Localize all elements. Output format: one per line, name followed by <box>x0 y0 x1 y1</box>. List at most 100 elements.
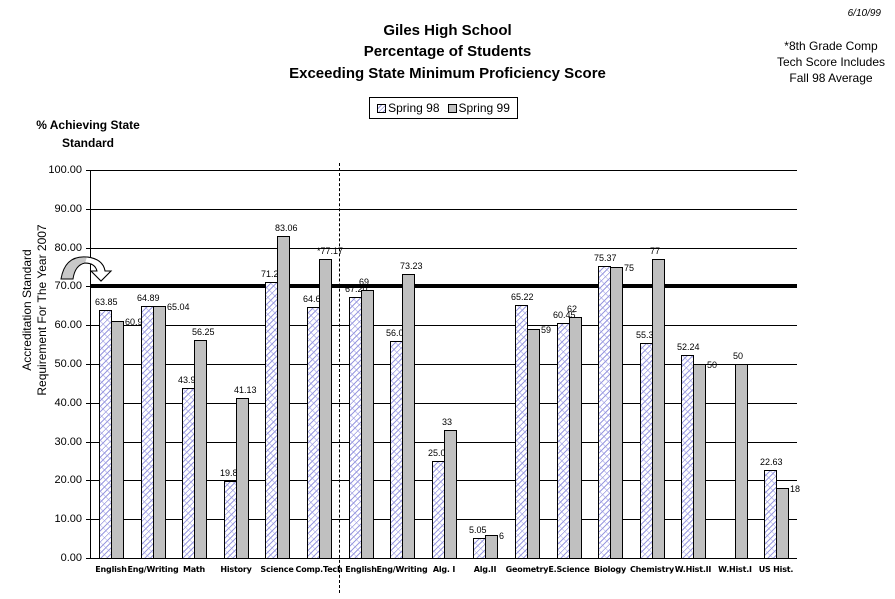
value-label-spring99: 62 <box>567 304 578 315</box>
category-label: US Hist. <box>758 565 794 574</box>
y-tick-label: 70.00 <box>54 280 82 293</box>
y-tick-label: 10.00 <box>54 513 82 526</box>
date-stamp: 6/10/99 <box>847 8 881 19</box>
bar-spring99 <box>153 305 166 559</box>
curved-arrow-icon <box>60 256 113 282</box>
value-label-spring99: 59 <box>541 325 552 336</box>
value-label-spring98: 22.63 <box>760 457 783 468</box>
footnote-line2: Tech Score Includes <box>776 55 886 69</box>
value-label-spring98: 64.62 <box>303 294 326 305</box>
footnote: *8th Grade Comp Tech Score Includes Fall… <box>772 38 890 86</box>
value-label-spring99: 50 <box>707 360 718 370</box>
footnote-line1: *8th Grade Comp <box>784 39 878 53</box>
value-label-spring98: 43.94 <box>178 374 201 385</box>
y-tick-label: 60.00 <box>54 319 82 332</box>
legend-item-spring99: Spring 99 <box>447 101 510 115</box>
bar-spring99 <box>527 329 540 559</box>
value-label-spring99: 77 <box>650 246 661 257</box>
gray-swatch-icon <box>447 104 457 114</box>
bar-spring99 <box>569 317 582 559</box>
category-label: English <box>95 565 127 574</box>
y-tick-label: 90.00 <box>54 202 82 215</box>
bar-spring99 <box>236 398 249 559</box>
value-label-spring99: 18 <box>790 484 801 495</box>
category-label: History <box>220 565 252 574</box>
bar-spring99 <box>735 364 748 559</box>
chart-title-line1: Giles High School <box>383 22 512 39</box>
value-label-spring99: 56.25 <box>192 326 215 337</box>
value-label-spring98: 75.37 <box>594 252 617 263</box>
y-tick-label: 80.00 <box>54 241 82 254</box>
value-label-spring98: 71.21 <box>261 268 284 279</box>
y-axis-title: % Achieving State Standard <box>36 118 140 150</box>
category-label: Eng/Writing <box>376 565 428 574</box>
value-label-spring99: 50 <box>733 351 744 361</box>
bar-spring99 <box>652 259 665 559</box>
value-label-spring99: 60.98 <box>125 317 148 328</box>
value-label-spring98: 64.89 <box>137 293 160 304</box>
value-label-spring98: 56.00 <box>386 327 409 338</box>
value-label-spring99: 75 <box>624 263 635 273</box>
bar-spring99 <box>319 258 332 559</box>
value-label-spring98: 52.24 <box>677 342 700 353</box>
gridline <box>86 441 797 443</box>
category-label: Biology <box>593 565 627 574</box>
value-label-spring98: 67.20 <box>345 284 368 295</box>
bar-spring99 <box>402 273 415 559</box>
y-axis-line <box>90 170 91 559</box>
value-label-spring99: 65.04 <box>167 301 190 312</box>
value-label-spring99: 33 <box>442 416 453 427</box>
chart-title-line3: Exceeding State Minimum Proficiency Scor… <box>289 65 606 82</box>
bar-spring99 <box>776 488 789 559</box>
category-label: Math <box>182 565 206 574</box>
value-label-spring98: 55.36 <box>636 330 659 341</box>
footnote-line3: Fall 98 Average <box>789 71 873 85</box>
category-label: Chemistry <box>629 565 675 574</box>
category-label: Eng/Writing <box>127 565 179 574</box>
category-label: Alg.II <box>473 565 497 574</box>
value-label-spring99: 41.13 <box>234 385 257 396</box>
category-label: English <box>345 565 377 574</box>
gridline <box>86 364 797 365</box>
bar-spring99 <box>693 364 706 559</box>
category-label: Geometry <box>505 565 549 574</box>
value-label-spring99: 83.06 <box>275 222 298 233</box>
gridline <box>86 325 797 327</box>
value-label-spring99: 73.23 <box>400 260 423 271</box>
value-label-spring98: 63.85 <box>95 297 118 308</box>
value-label-spring98: 5.05 <box>469 525 487 536</box>
value-label-spring98: 65.22 <box>511 291 534 302</box>
grade-divider-line <box>339 163 340 593</box>
category-label: W.Hist.I <box>718 565 752 574</box>
value-label-spring99: *77.17 <box>317 245 344 256</box>
chart-title-line2: Percentage of Students <box>363 43 532 60</box>
category-label: Comp.Tech <box>295 565 343 574</box>
bar-spring99 <box>485 534 498 559</box>
bar-spring99 <box>361 290 374 559</box>
value-label-spring98: 25.00 <box>428 448 451 458</box>
gridline <box>86 247 797 249</box>
y-tick-label: 30.00 <box>54 435 82 448</box>
bar-spring99 <box>444 429 457 559</box>
hatch-swatch-icon <box>377 104 387 114</box>
y-tick-label: 20.00 <box>54 474 82 487</box>
gridline <box>86 208 797 210</box>
y-tick-label: 0.00 <box>60 552 82 564</box>
value-label-spring99: 6 <box>499 530 505 541</box>
bar-spring99 <box>194 339 207 559</box>
accreditation-target-line <box>90 284 797 289</box>
y-tick-label: 100.00 <box>48 164 82 176</box>
category-label: W.Hist.II <box>674 565 712 574</box>
value-label-spring99: 69 <box>359 277 370 288</box>
category-label: Alg. I <box>432 565 456 574</box>
y-tick-label: 40.00 <box>54 396 82 409</box>
category-label: Science <box>260 565 294 574</box>
legend-item-spring98: Spring 98 <box>377 101 440 115</box>
category-label: E.Science <box>548 565 590 574</box>
value-label-spring98: 19.85 <box>220 467 243 478</box>
y-tick-label: 50.00 <box>54 358 82 370</box>
bar-spring99 <box>277 235 290 559</box>
gridline <box>86 402 797 404</box>
legend: Spring 98 Spring 99 <box>369 97 518 119</box>
gridline <box>86 170 797 171</box>
